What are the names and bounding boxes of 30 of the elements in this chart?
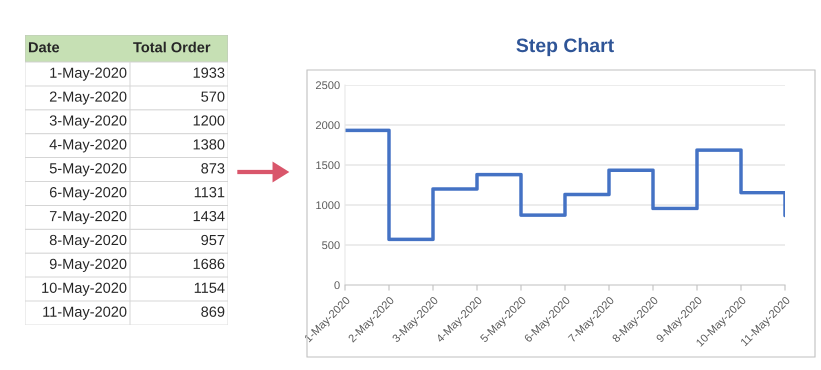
y-tick-label: 0 (334, 281, 340, 290)
category-label: 3-May-2020 (50, 115, 126, 129)
data-label: 957 (201, 234, 224, 246)
data-label: 1434 (194, 210, 225, 222)
text: Total Order (133, 42, 210, 52)
data-label: 1154 (194, 282, 225, 293)
category-label: 8-May-2020 (50, 234, 126, 248)
y-tick-label: 2500 (316, 81, 340, 90)
category-label: 5-May-2020 (50, 163, 126, 176)
text: Date (28, 42, 60, 52)
data-label: 1200 (194, 115, 224, 126)
data-label: 869 (201, 306, 224, 317)
y-tick-label: 500 (322, 241, 340, 250)
y-tick-label: 1500 (316, 161, 340, 170)
category-label: 2-May-2020 (50, 91, 126, 105)
data-label: 873 (201, 163, 224, 174)
category-label: 7-May-2020 (50, 210, 126, 224)
category-label: 9-May-2020 (50, 258, 126, 272)
y-tick-label: 1000 (316, 201, 340, 210)
category-label: 10-May-2020 (42, 282, 126, 296)
data-label: 1686 (194, 258, 224, 270)
chart-title: Step Chart (516, 38, 614, 56)
category-label: 1-May-2020 (50, 68, 126, 81)
category-label: 4-May-2020 (50, 139, 126, 152)
data-label: 1933 (194, 68, 224, 78)
data-label: 570 (201, 91, 224, 102)
y-tick-label: 2000 (316, 121, 340, 130)
data-label: 1380 (194, 139, 224, 150)
category-label: 6-May-2020 (50, 187, 126, 200)
data-label: 1131 (194, 187, 224, 198)
